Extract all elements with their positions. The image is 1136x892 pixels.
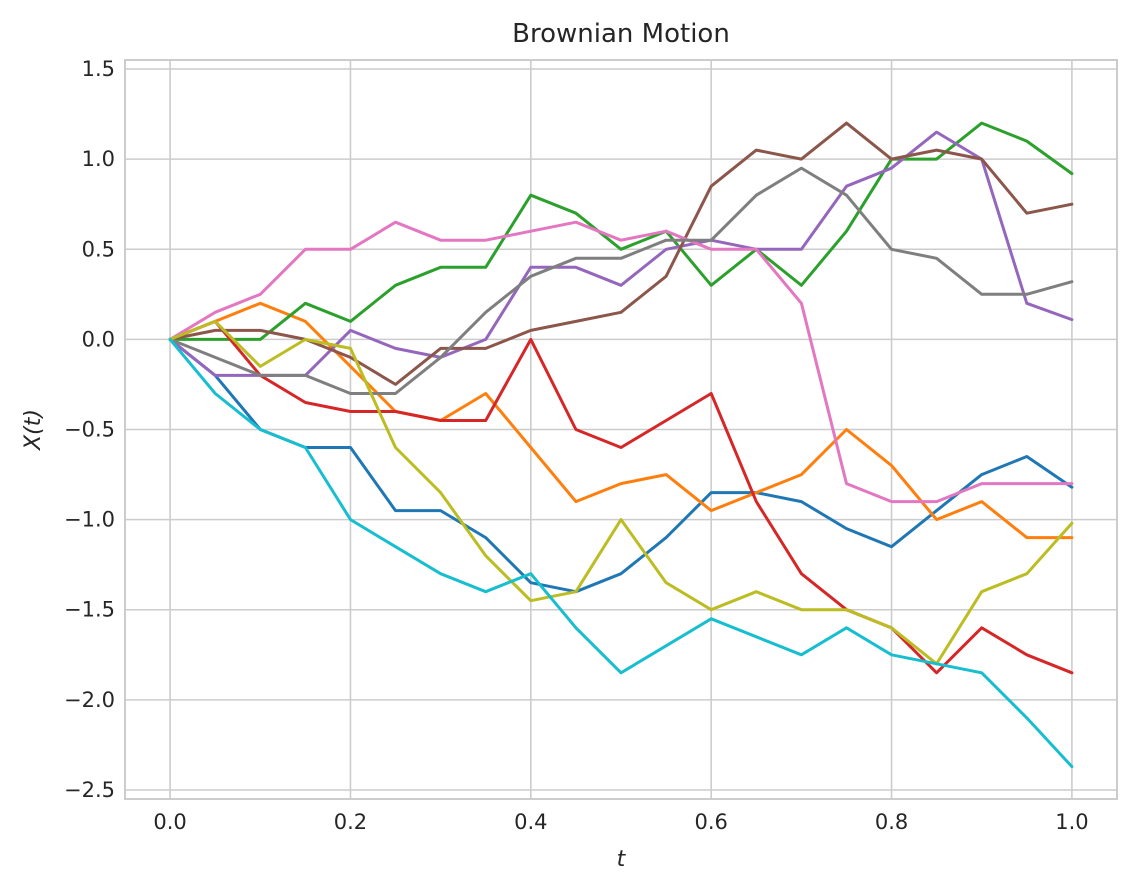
series-line-6: [168, 121, 1074, 386]
x-tick-label: 0.0: [153, 810, 186, 834]
y-tick-label: 1.5: [82, 57, 115, 81]
x-tick-label: 0.8: [875, 810, 908, 834]
tick-labels: 0.0 0.2 0.4 0.6 0.8 1.0 1.5 1.0 0.5 0.0 −0.5 −1.0 −1…: [64, 57, 1089, 834]
series-line-8: [168, 166, 1074, 395]
x-axis-label: t: [617, 847, 627, 872]
plot-frame: [124, 59, 1118, 800]
series-line-3: [168, 121, 1074, 341]
y-axis-label: X(t): [21, 409, 46, 451]
chart-title: Brownian Motion: [512, 19, 730, 49]
y-tick-label: 0.5: [82, 237, 115, 261]
series-line-5: [168, 130, 1074, 377]
x-tick-label: 1.0: [1055, 810, 1088, 834]
y-tick-label: −2.0: [64, 688, 115, 712]
series-line-9: [168, 319, 1074, 666]
y-tick-label: −1.5: [64, 598, 115, 622]
series-line-10: [168, 337, 1074, 769]
series-line-1: [168, 337, 1074, 594]
y-tick-label: 0.0: [82, 327, 115, 351]
y-tick-label: −0.5: [64, 418, 115, 442]
grid: [125, 60, 1117, 799]
y-tick-label: −1.0: [64, 508, 115, 532]
y-tick-label: 1.0: [82, 147, 115, 171]
x-tick-label: 0.4: [514, 810, 547, 834]
y-tick-label: −2.5: [64, 778, 115, 802]
series-line-4: [168, 319, 1074, 675]
series-lines: [168, 121, 1074, 769]
x-tick-label: 0.6: [694, 810, 727, 834]
x-tick-label: 0.2: [334, 810, 367, 834]
series-line-7: [168, 220, 1074, 504]
